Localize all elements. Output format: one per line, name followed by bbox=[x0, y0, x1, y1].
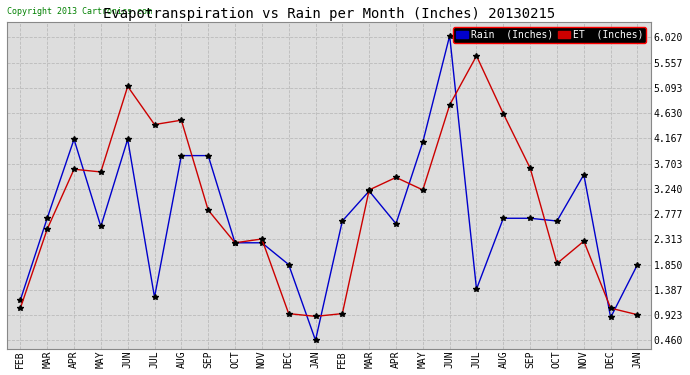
Title: Evapotranspiration vs Rain per Month (Inches) 20130215: Evapotranspiration vs Rain per Month (In… bbox=[103, 7, 555, 21]
Legend: Rain  (Inches), ET  (Inches): Rain (Inches), ET (Inches) bbox=[453, 27, 646, 43]
Text: Copyright 2013 Cartronics.com: Copyright 2013 Cartronics.com bbox=[7, 7, 152, 16]
